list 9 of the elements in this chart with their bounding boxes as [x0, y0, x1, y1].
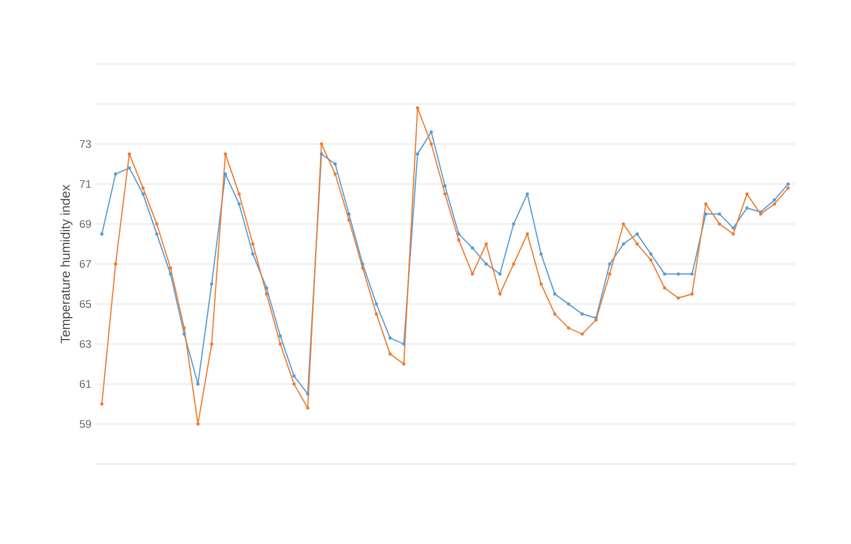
y-tick-label: 69	[80, 220, 91, 228]
y-tick-label: 65	[80, 300, 92, 308]
y-tick-label: 73	[80, 140, 91, 148]
y-tick-label: 71	[80, 180, 91, 188]
y-tick-label: 61	[80, 380, 91, 388]
y-tick-label: 67	[80, 260, 91, 268]
y-tick-label: 59	[80, 420, 91, 428]
y-axis-title: Temperature humidity index	[60, 184, 72, 344]
y-tick-label: 63	[80, 340, 91, 348]
